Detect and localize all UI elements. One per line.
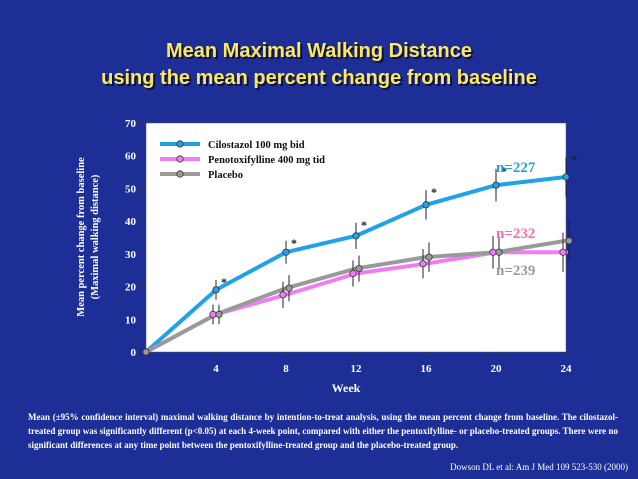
significance-marker: *: [361, 218, 367, 232]
y-tick-label: 0: [131, 347, 137, 359]
data-point: [352, 232, 360, 240]
data-point: [492, 181, 500, 189]
y-axis: 0 10 20 30 40 50 60 70: [125, 118, 146, 359]
data-point: [349, 269, 357, 278]
data-point: [279, 291, 287, 299]
y-tick-label: 50: [125, 183, 137, 195]
legend: Cilostazol 100 mg bid Penotoxifylline 400…: [160, 140, 325, 181]
data-point: [419, 260, 427, 268]
data-point: [142, 348, 150, 356]
legend-marker: [176, 140, 184, 148]
citation: Dowson DL et al: Am J Med 109 523-530 (2…: [450, 462, 628, 472]
slide-title-line-1: Mean Maximal Walking Distance: [165, 40, 472, 62]
n-labels: n=227 n=232 n=239: [496, 160, 536, 279]
y-tick-label: 70: [125, 118, 137, 130]
significance-marker: *: [291, 236, 297, 250]
x-tick-label: 16: [421, 363, 433, 375]
y-axis-label-line-1: Mean percent change from baseline: [76, 157, 87, 317]
y-tick-label: 10: [125, 314, 137, 326]
data-point: [562, 173, 570, 181]
significance-marker: *: [221, 275, 227, 289]
x-tick-label: 24: [561, 363, 573, 375]
y-tick-label: 60: [125, 151, 137, 163]
y-tick-label: 20: [125, 282, 137, 294]
data-point: [212, 286, 220, 294]
slide-title-line-2: using the mean percent change from basel…: [101, 67, 537, 89]
significance-marker: *: [571, 152, 577, 166]
series-layer: * * * * * *: [142, 152, 577, 356]
data-point: [282, 248, 290, 256]
data-point: [215, 310, 223, 318]
data-point: [285, 284, 293, 292]
x-axis-label: Week: [332, 381, 361, 395]
data-point: [559, 248, 567, 256]
x-tick-label: 12: [351, 363, 363, 375]
data-point: [425, 253, 433, 261]
x-tick-label: 8: [283, 363, 289, 375]
y-tick-label: 40: [125, 216, 137, 228]
n-label-placebo: n=239: [496, 263, 535, 279]
data-point: [355, 264, 363, 273]
data-point: [489, 248, 497, 256]
data-point: [565, 237, 573, 245]
series-points-cilostazol: * * * * * *: [142, 152, 577, 356]
legend-marker: [176, 155, 184, 163]
series-points-penotoxifylline: [142, 232, 567, 356]
legend-label-placebo: Placebo: [208, 170, 243, 181]
data-point: [495, 248, 503, 256]
data-point: [422, 201, 430, 209]
legend-marker: [176, 170, 184, 178]
y-axis-label-line-2: (Maximal walking distance): [90, 174, 101, 299]
figure-caption: Mean (±95% confidence interval) maximal …: [28, 412, 618, 450]
significance-marker: *: [431, 185, 437, 199]
x-tick-label: 20: [491, 363, 503, 375]
legend-label-cilostazol: Cilostazol 100 mg bid: [208, 140, 305, 151]
y-tick-label: 30: [125, 249, 137, 261]
x-tick-label: 4: [213, 363, 219, 375]
significance-marker: *: [501, 164, 507, 178]
series-points-placebo: [142, 221, 573, 356]
n-label-penotoxifylline: n=232: [496, 226, 535, 242]
x-axis: 4 8 12 16 20 24: [213, 352, 572, 375]
line-chart: 0 10 20 30 40 50 60 70 4 8 12 16 20 24 * * * * * * Cilost…: [76, 118, 577, 395]
n-label-cilostazol: n=227: [496, 160, 536, 176]
data-point: [209, 310, 217, 318]
legend-label-penotoxifylline: Penotoxifylline 400 mg tid: [208, 155, 325, 166]
